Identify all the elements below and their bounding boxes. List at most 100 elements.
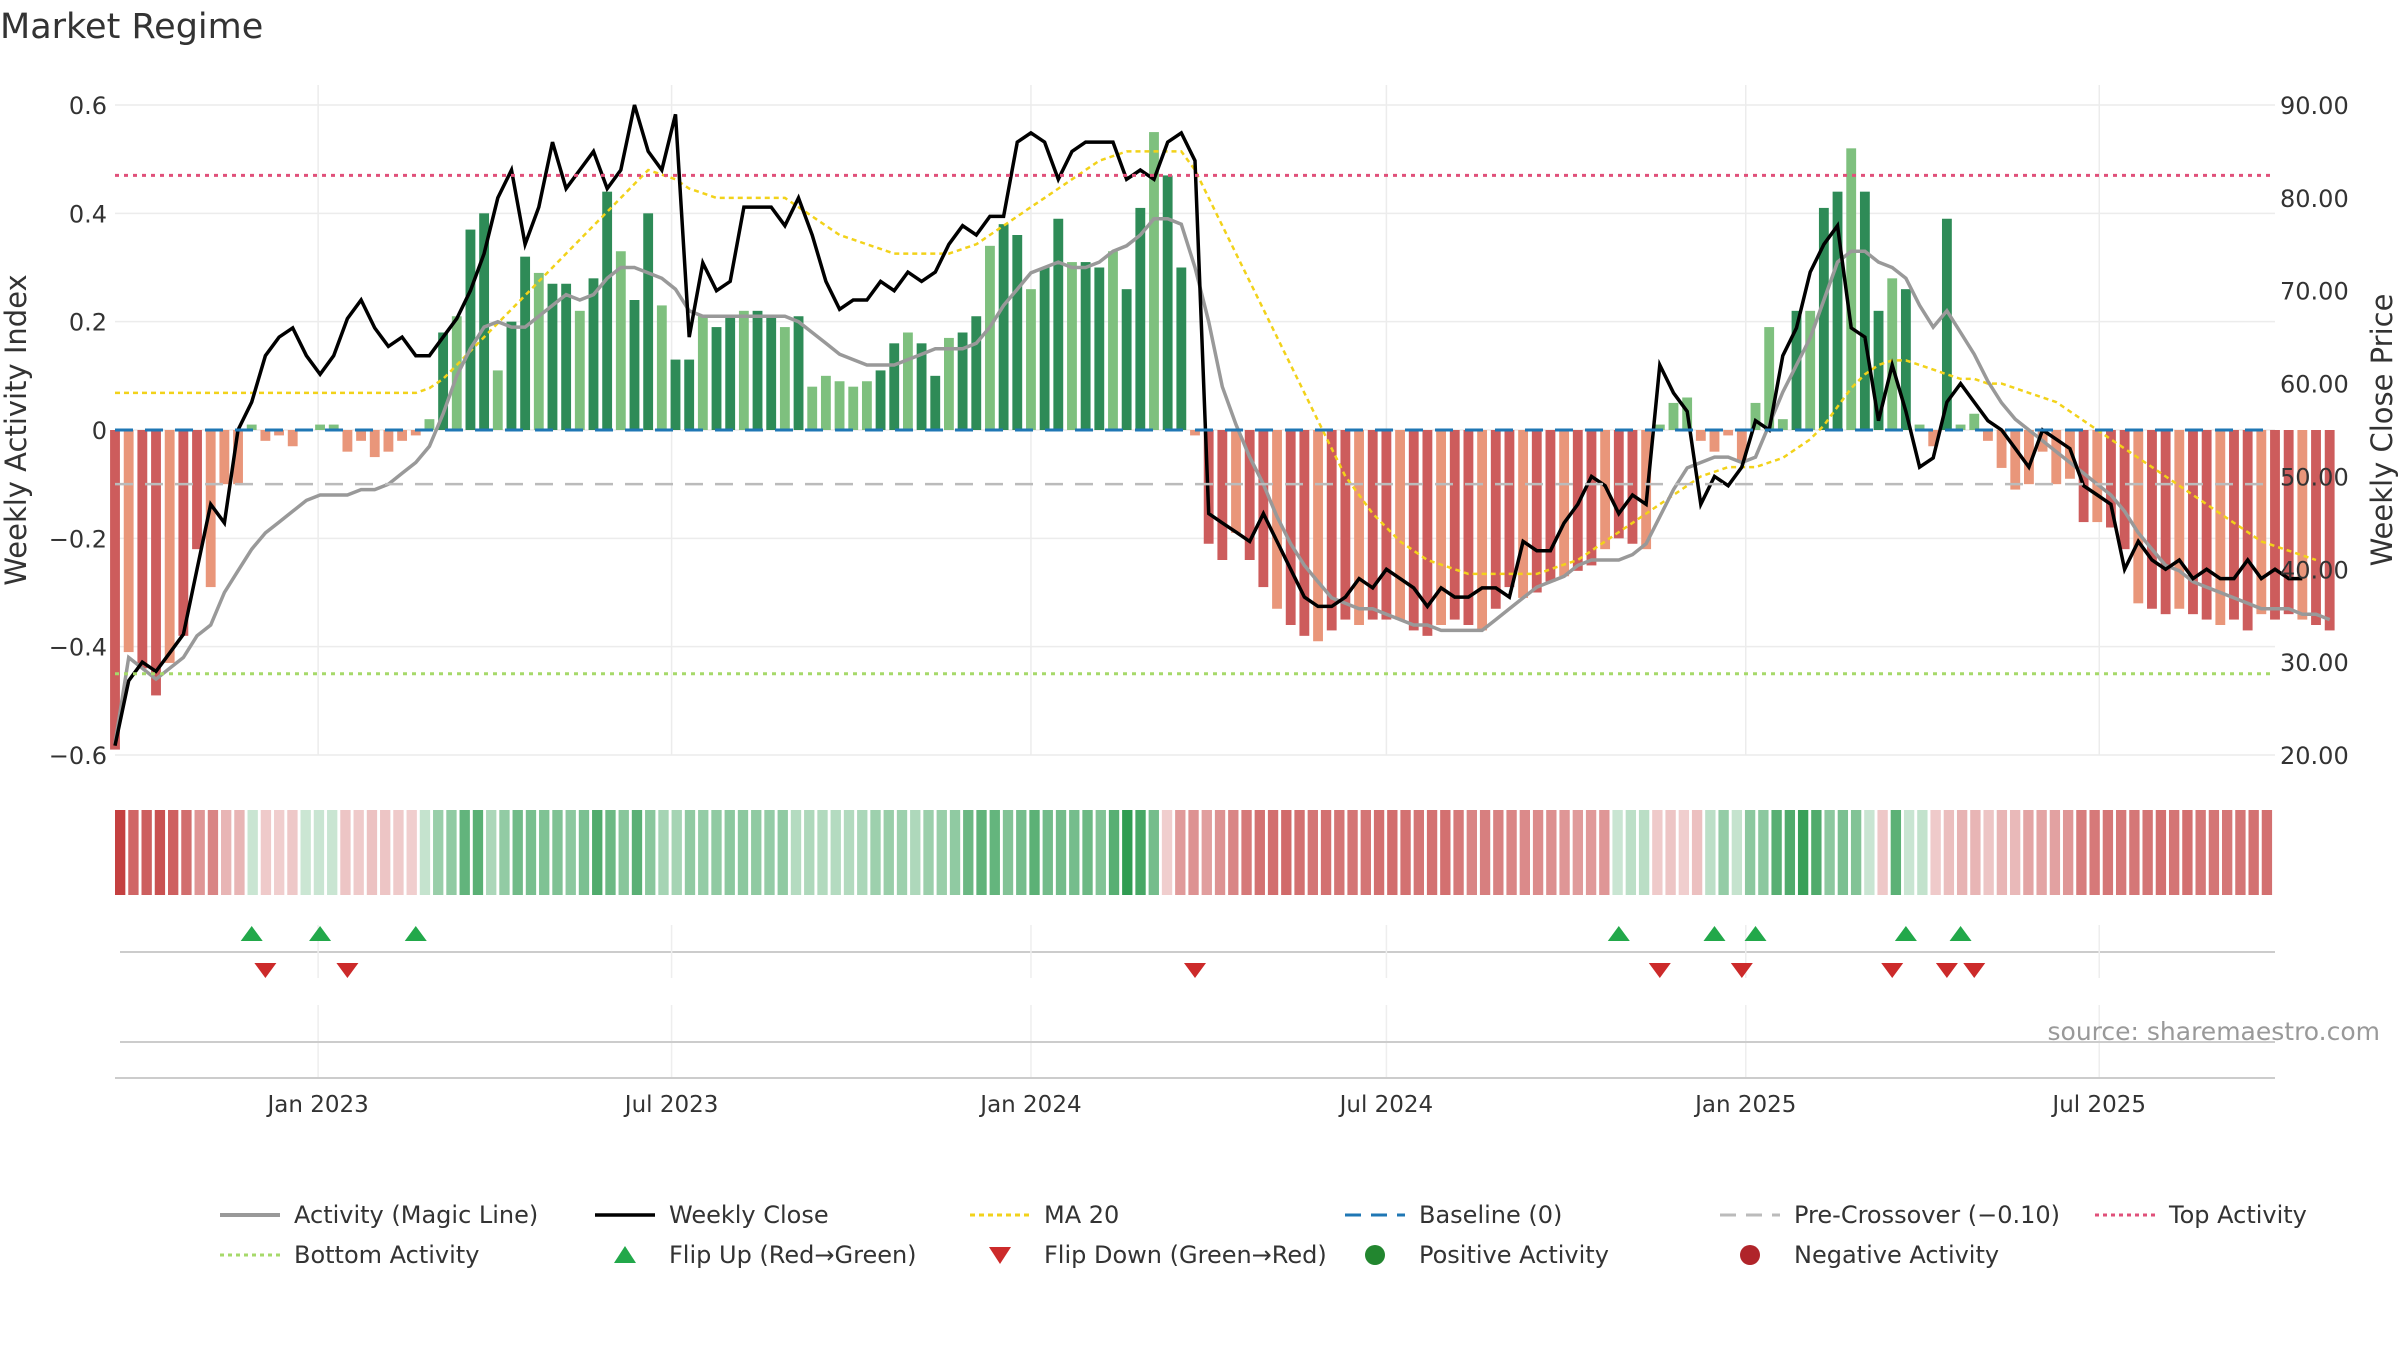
regime-cell <box>1864 810 1875 895</box>
activity-bar <box>2024 430 2034 485</box>
activity-bar <box>192 430 202 550</box>
activity-bar <box>2270 430 2280 620</box>
activity-bar <box>2283 430 2294 615</box>
regime-cell <box>2089 810 2100 895</box>
activity-bar <box>1504 430 1515 588</box>
flip-down-marker <box>254 963 277 978</box>
regime-cell <box>1784 810 1796 895</box>
activity-bar <box>2092 430 2103 523</box>
activity-bar <box>766 316 777 430</box>
activity-bar <box>902 332 913 430</box>
regime-cell <box>684 810 696 895</box>
y2-tick-label: 50.00 <box>2280 463 2349 491</box>
activity-bar <box>643 213 654 430</box>
regime-cell <box>433 810 444 895</box>
y-tick-label: 0.6 <box>69 92 107 120</box>
legend-row-1: Activity (Magic Line) Weekly Close MA 20… <box>210 1195 2360 1235</box>
activity-bar <box>1299 430 1310 636</box>
weekly-close-line <box>113 104 2303 747</box>
flip-down-marker <box>336 963 359 978</box>
regime-cell <box>1731 810 1743 895</box>
regime-cell <box>949 810 961 895</box>
x-tick-label: Jan 2025 <box>1693 1092 1796 1118</box>
regime-cell <box>1307 810 1318 895</box>
flip-up-marker <box>1703 926 1726 941</box>
activity-bar <box>137 430 148 669</box>
activity-bar <box>533 272 544 430</box>
regime-cell <box>1890 810 1902 895</box>
legend-row-2: Bottom Activity Flip Up (Red→Green) Flip… <box>210 1235 2360 1275</box>
activity-bar <box>520 256 531 430</box>
activity-bar <box>1545 430 1556 582</box>
regime-cell <box>963 810 974 895</box>
activity-bar <box>1914 424 1925 430</box>
y2-tick-label: 80.00 <box>2280 185 2349 213</box>
activity-bar <box>2188 430 2198 615</box>
legend-swatch-magic <box>220 1213 280 1217</box>
regime-cell <box>2168 810 2180 895</box>
x-tick-label: Jul 2024 <box>1338 1092 1434 1118</box>
activity-bar <box>861 381 872 430</box>
activity-bar <box>1736 430 1747 463</box>
flip-up-marker <box>1607 926 1630 941</box>
regime-strip <box>115 810 2273 895</box>
regime-cell <box>1413 810 1424 895</box>
regime-cell <box>1678 810 1690 895</box>
regime-cell <box>711 810 722 895</box>
y2-tick-label: 30.00 <box>2280 649 2349 677</box>
regime-cell <box>340 810 351 895</box>
y-tick-label: −0.4 <box>49 634 107 662</box>
activity-bar <box>574 310 585 430</box>
legend-swatch-flip-down-icon <box>989 1247 1011 1264</box>
flip-up-marker <box>309 926 332 941</box>
activity-bar <box>2256 430 2267 615</box>
regime-cell <box>1638 810 1650 895</box>
legend-swatch-baseline <box>1345 1213 1405 1217</box>
activity-bar <box>944 337 954 430</box>
activity-bar <box>1559 430 1570 577</box>
y-tick-label: 0.2 <box>69 309 107 337</box>
regime-cell <box>1930 810 1941 895</box>
activity-bar <box>602 191 613 430</box>
y2-tick-label: 20.00 <box>2280 742 2349 770</box>
activity-bar <box>1996 430 2007 468</box>
flip-up-marker <box>240 926 263 941</box>
regime-cell <box>1572 810 1584 895</box>
activity-bar <box>1846 148 1857 431</box>
regime-cell <box>1824 810 1835 895</box>
activity-bar <box>1928 430 1939 447</box>
legend-magic-line: Activity (Magic Line) <box>220 1195 538 1235</box>
regime-cell <box>1161 810 1173 895</box>
regime-cell <box>1917 810 1928 895</box>
regime-cell <box>2195 810 2206 895</box>
regime-cell <box>1294 810 1305 895</box>
activity-bar <box>1668 402 1679 430</box>
regime-cell <box>525 810 537 895</box>
legend-swatch-flip-up-icon <box>614 1246 636 1263</box>
legend-swatch-close <box>595 1213 655 1217</box>
activity-bar <box>2297 430 2308 620</box>
regime-cell <box>1837 810 1849 895</box>
activity-bar <box>492 370 503 430</box>
regime-cell <box>1135 810 1146 895</box>
activity-bar <box>1436 430 1446 625</box>
regime-cell <box>2235 810 2246 895</box>
activity-bar <box>2078 430 2089 523</box>
flip-down-marker <box>1184 963 1206 978</box>
activity-bar <box>1695 430 1706 441</box>
regime-cell <box>1797 810 1809 895</box>
regime-cell <box>287 810 298 895</box>
activity-bar <box>971 316 982 430</box>
activity-bar <box>1805 310 1816 430</box>
activity-bar <box>1176 267 1187 430</box>
reference-lines <box>115 173 2275 676</box>
activity-bar <box>1285 430 1296 625</box>
y2-tick-label: 40.00 <box>2280 556 2349 584</box>
activity-bar <box>1395 430 1405 620</box>
regime-cell <box>2248 810 2259 895</box>
regime-cell <box>910 810 921 895</box>
activity-bar <box>738 310 749 430</box>
regime-cell <box>1625 810 1637 895</box>
activity-bar <box>1067 262 1077 430</box>
regime-cell <box>115 810 126 895</box>
